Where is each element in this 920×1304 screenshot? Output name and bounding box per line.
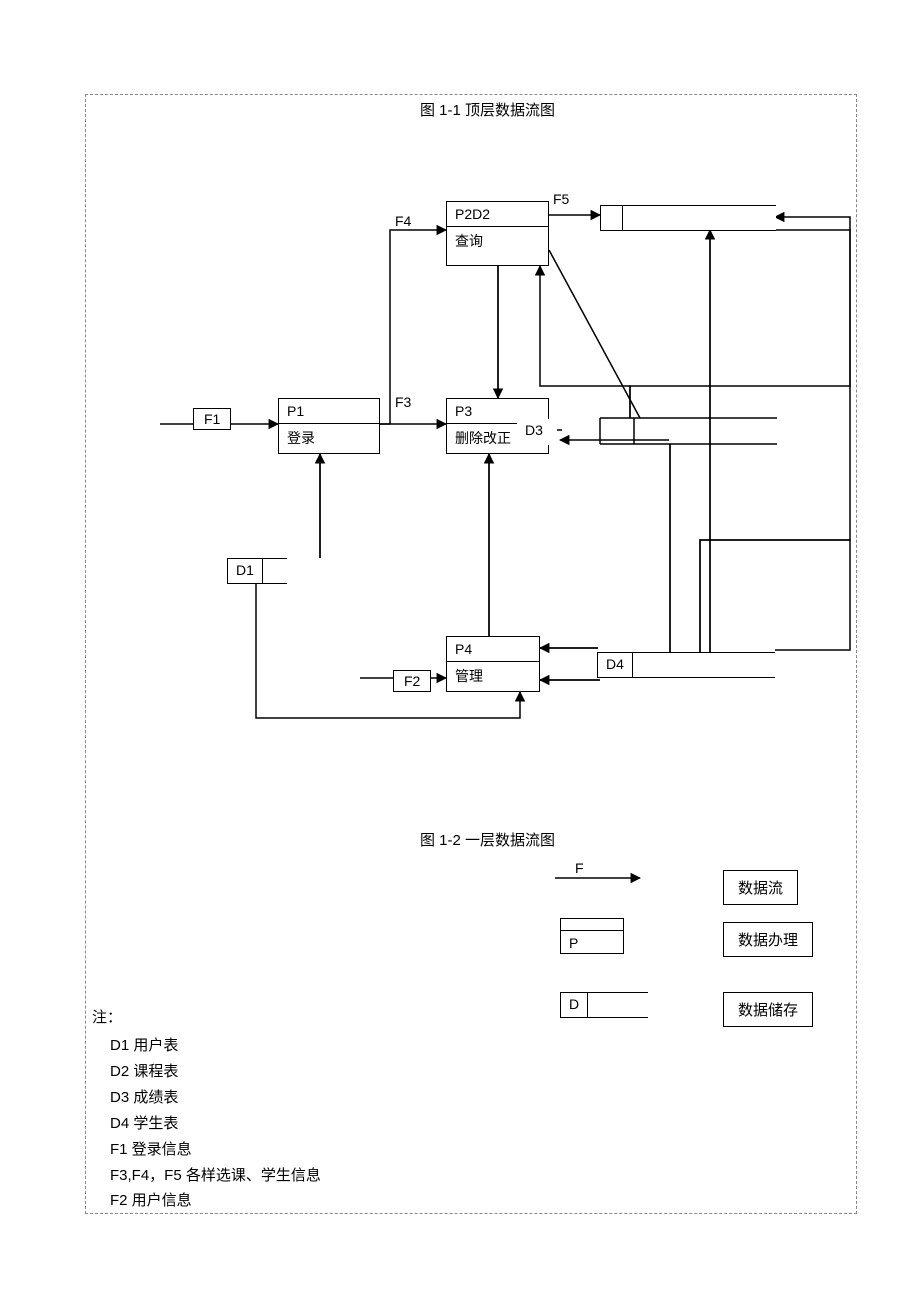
datastore-id: D1 (228, 559, 263, 583)
process-id: P4 (447, 637, 539, 662)
note-item: D4 学生表 (110, 1112, 178, 1133)
process-id: P1 (279, 399, 379, 424)
legend-store-letter: D (561, 993, 588, 1017)
process-p4-manage: P4 管理 (446, 636, 540, 692)
datastore-id: D4 (598, 653, 633, 677)
legend-flow-symbol: F (575, 860, 584, 876)
legend-store-symbol: D (560, 992, 648, 1018)
flow-label-f2: F2 (393, 670, 431, 692)
note-item: D2 课程表 (110, 1060, 178, 1081)
datastore-d3: D3 (517, 419, 557, 445)
process-label: 登录 (279, 424, 379, 452)
process-p2-query: P2D2 查询 (446, 201, 549, 266)
note-item: D1 用户表 (110, 1034, 178, 1055)
flow-label-f3: F3 (395, 394, 411, 410)
process-label: 管理 (447, 662, 539, 690)
note-item: F2 用户信息 (110, 1189, 192, 1210)
legend-process-symbol: P (560, 918, 624, 954)
process-id: P2D2 (447, 202, 548, 227)
datastore-d4: D4 (597, 652, 775, 678)
flow-label-f4: F4 (395, 213, 411, 229)
legend-flow-label: 数据流 (723, 870, 798, 905)
flow-label-f1: F1 (193, 408, 231, 430)
note-header: 注： (92, 1006, 122, 1027)
note-item: F1 登录信息 (110, 1138, 192, 1159)
process-label: 查询 (447, 227, 548, 255)
datastore-d1: D1 (227, 558, 287, 584)
process-p1-login: P1 登录 (278, 398, 380, 454)
datastore-d2-top (600, 205, 776, 231)
figure-title-1: 图 1-1 顶层数据流图 (420, 99, 555, 120)
legend-store-label: 数据储存 (723, 992, 813, 1027)
legend-process-label: 数据办理 (723, 922, 813, 957)
note-item: F3,F4，F5 各样选课、学生信息 (110, 1164, 321, 1185)
note-item: D3 成绩表 (110, 1086, 178, 1107)
flow-label-f5: F5 (553, 191, 569, 207)
datastore-id: D3 (517, 419, 551, 445)
legend-process-letter: P (561, 931, 623, 955)
datastore-id (601, 206, 623, 230)
figure-title-2: 图 1-2 一层数据流图 (420, 829, 555, 850)
